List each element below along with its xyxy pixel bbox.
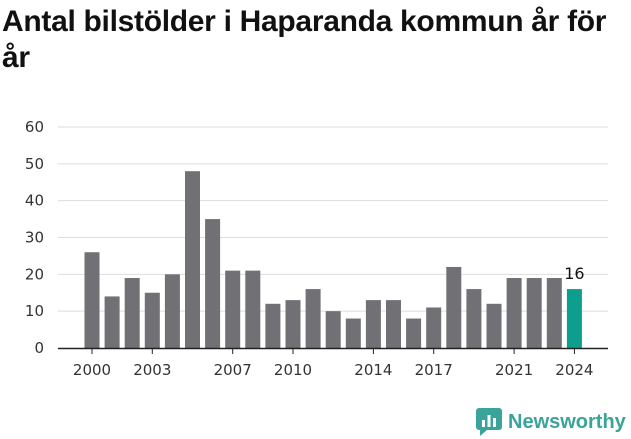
bar-2015 (386, 300, 401, 348)
chart-title: Antal bilstölder i Haparanda kommun år f… (2, 5, 607, 74)
bar-2020 (486, 303, 502, 348)
bar-2005 (185, 171, 200, 348)
data-labels: 16 (564, 264, 584, 283)
x-tick-label: 2003 (133, 361, 171, 379)
newsworthy-logo: Newsworthy (476, 408, 626, 436)
x-tick-label: 2017 (415, 361, 453, 379)
x-tick-label: 2014 (354, 361, 392, 379)
x-tick-label: 2021 (495, 361, 533, 379)
bar-2013 (345, 318, 361, 348)
bar-2012 (325, 311, 341, 348)
bar-2019 (466, 289, 482, 348)
y-axis-ticks: 0 10 20 30 40 50 60 (25, 118, 44, 357)
data-label-2024: 16 (564, 264, 584, 283)
bar-chart-speech-icon (476, 408, 502, 436)
brand-name: Newsworthy (508, 410, 626, 433)
bar-2008 (245, 270, 261, 348)
bar-2021 (506, 278, 522, 348)
bar-2003 (144, 292, 160, 348)
y-tick-label: 30 (25, 229, 44, 247)
bar-2000 (84, 252, 100, 348)
bar-2001 (104, 296, 120, 348)
y-tick-label: 0 (34, 339, 44, 357)
bar-2007 (225, 270, 241, 348)
y-tick-label: 50 (25, 155, 44, 173)
y-tick-label: 40 (25, 192, 44, 210)
x-tick-label: 2024 (555, 361, 593, 379)
bar-2023 (546, 278, 562, 348)
bar-2024 (566, 289, 582, 348)
x-axis-ticks: 2000 2003 2007 2010 2014 2017 2021 2024 (73, 348, 593, 379)
bar-2009 (265, 303, 281, 348)
bar-2016 (406, 318, 422, 348)
y-tick-label: 20 (25, 265, 44, 283)
bar-2011 (305, 289, 321, 348)
x-tick-label: 2000 (73, 361, 111, 379)
gridlines (58, 126, 608, 312)
bars (84, 171, 582, 348)
x-tick-label: 2010 (274, 361, 312, 379)
bar-2022 (526, 278, 542, 348)
bar-2017 (426, 307, 442, 348)
bar-2018 (446, 266, 462, 348)
bar-2002 (124, 278, 140, 348)
bar-2004 (164, 274, 180, 348)
bar-2006 (205, 219, 221, 348)
y-tick-label: 60 (25, 118, 44, 136)
x-tick-label: 2007 (214, 361, 252, 379)
bar-2010 (285, 300, 301, 348)
bar-2014 (365, 300, 381, 348)
y-tick-label: 10 (25, 302, 44, 320)
